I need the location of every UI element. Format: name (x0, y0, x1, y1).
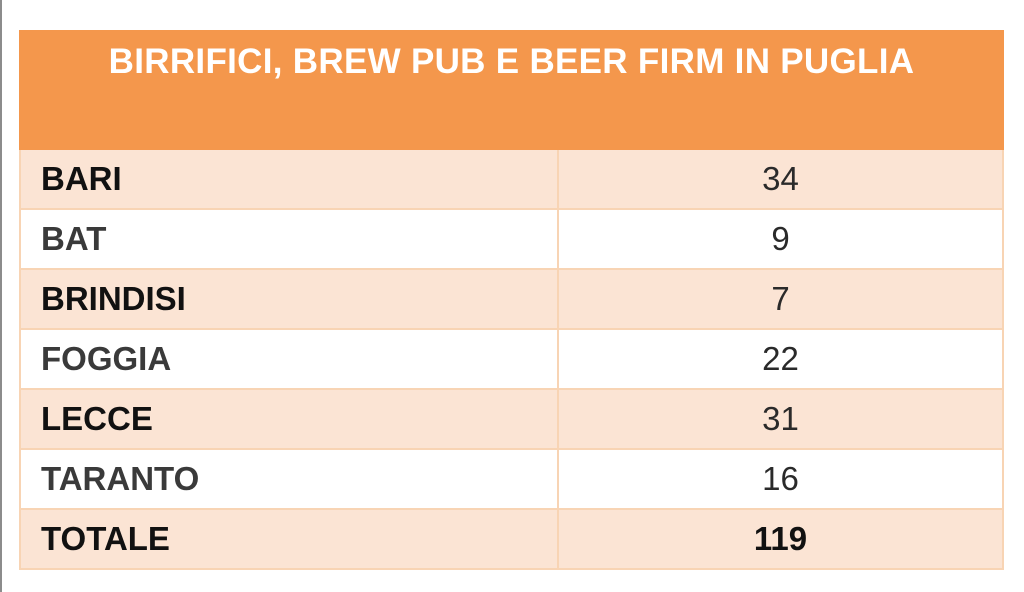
table-row-foggia: FOGGIA 22 (19, 330, 1004, 390)
row-value: 34 (762, 160, 799, 197)
row-label: BARI (21, 150, 559, 208)
table-row-brindisi: BRINDISI 7 (19, 270, 1004, 330)
table-row-lecce: LECCE 31 (19, 390, 1004, 450)
row-value: 31 (762, 400, 799, 437)
row-label: BAT (21, 210, 559, 268)
row-value: 22 (762, 340, 799, 377)
left-edge-divider (0, 0, 2, 592)
total-label: TOTALE (21, 510, 559, 568)
brewery-table: BIRRIFICI, BREW PUB E BEER FIRM IN PUGLI… (19, 30, 1004, 570)
row-label: TARANTO (21, 450, 559, 508)
row-label: BRINDISI (21, 270, 559, 328)
row-label: LECCE (21, 390, 559, 448)
row-value: 7 (771, 280, 790, 317)
table-row-bat: BAT 9 (19, 210, 1004, 270)
table-title: BIRRIFICI, BREW PUB E BEER FIRM IN PUGLI… (19, 30, 1004, 150)
table-row-total: TOTALE 119 (19, 510, 1004, 570)
row-value: 16 (762, 460, 799, 497)
table-row-taranto: TARANTO 16 (19, 450, 1004, 510)
table-row-bari: BARI 34 (19, 150, 1004, 210)
row-label: FOGGIA (21, 330, 559, 388)
total-value: 119 (753, 520, 808, 557)
row-value: 9 (771, 220, 790, 257)
